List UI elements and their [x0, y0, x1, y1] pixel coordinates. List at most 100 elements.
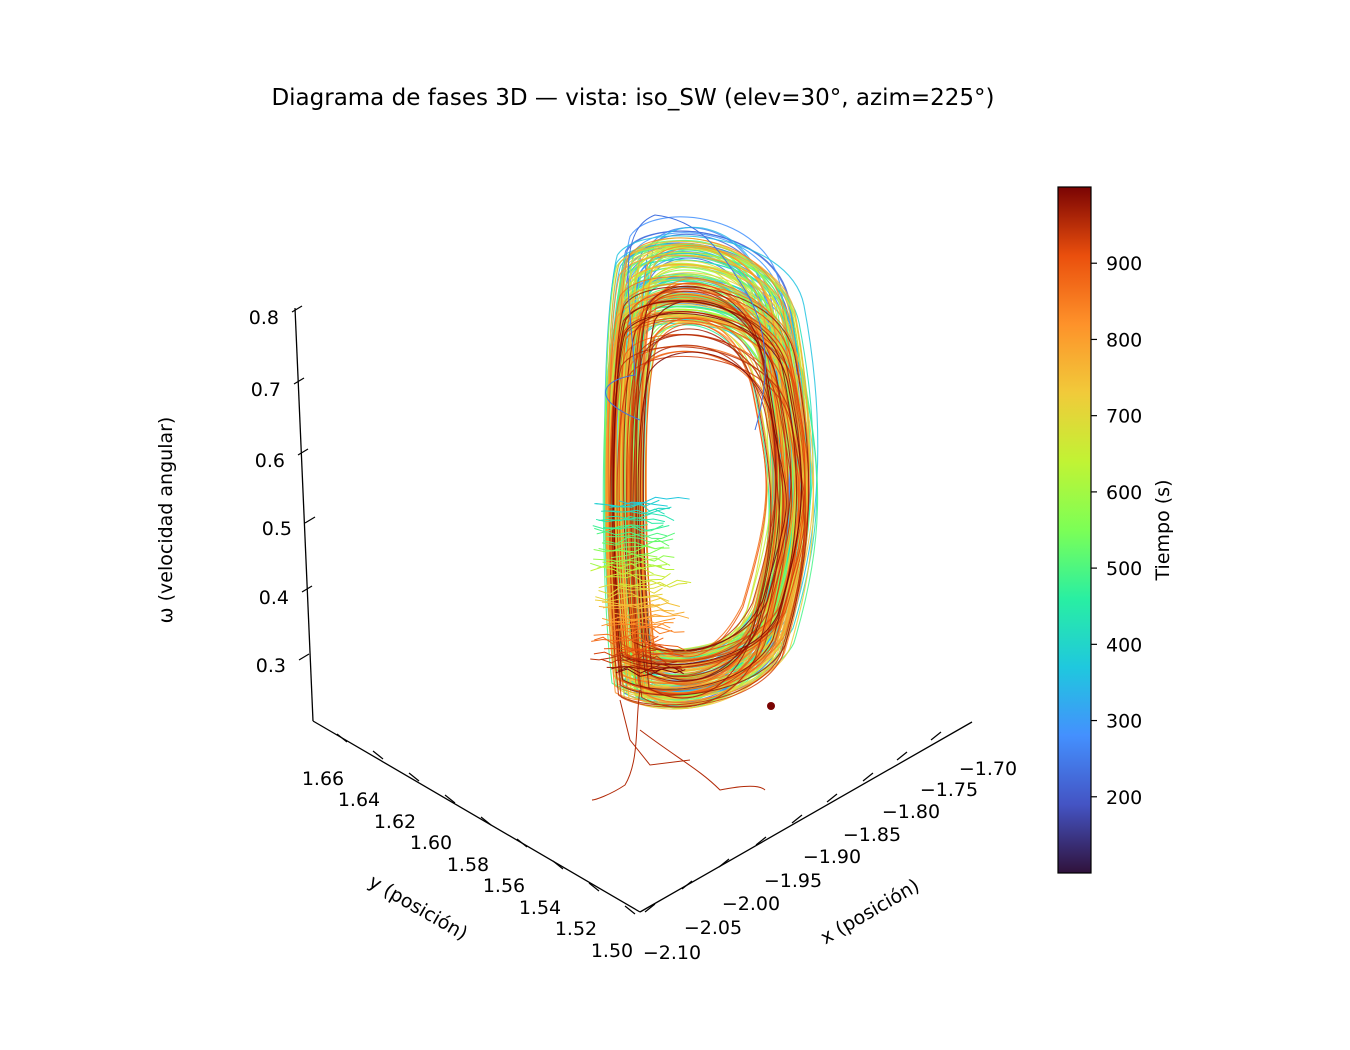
x-tick-label: −1.85	[843, 824, 901, 846]
trajectory-fringe	[603, 536, 674, 545]
y-axis-line	[312, 720, 641, 913]
z-tick-label: 0.6	[255, 450, 285, 472]
trajectory-tail	[591, 689, 766, 801]
trajectory-fringe	[619, 581, 688, 588]
trajectory-fringe	[598, 587, 663, 595]
x-tick-mark	[826, 793, 838, 803]
trajectory-fringe	[602, 603, 675, 612]
trajectory-loop	[630, 301, 789, 696]
z-tick-label: 0.7	[251, 379, 281, 401]
x-tick-mark	[718, 858, 730, 868]
trajectory-lines	[590, 214, 819, 801]
colorbar-tick-label: 900	[1106, 253, 1142, 275]
x-axis-label: x (posición)	[817, 875, 924, 949]
trajectory-fringe	[598, 516, 664, 524]
trajectory-fringe	[593, 649, 656, 657]
z-tick-label: 0.3	[256, 655, 286, 677]
trajectory-excursion	[605, 214, 766, 431]
x-tick-mark	[930, 731, 942, 741]
trajectory-fringe	[593, 554, 658, 563]
chart-title: Diagrama de fases 3D — vista: iso_SW (el…	[271, 85, 994, 111]
trajectory-loop	[637, 351, 787, 652]
y-tick-mark	[624, 905, 636, 915]
trajectory-loop	[611, 286, 810, 696]
y-tick-label: 1.60	[410, 832, 452, 854]
trajectory-fringe	[618, 666, 684, 675]
y-axis-ticks: 1.501.521.541.561.581.601.621.641.66	[302, 733, 636, 962]
x-tick-mark	[681, 880, 693, 890]
trajectory-fringe	[609, 502, 670, 512]
y-tick-label: 1.58	[447, 854, 489, 876]
z-tick-mark	[301, 585, 313, 593]
y-tick-label: 1.54	[519, 897, 561, 919]
trajectory-fringe	[612, 626, 673, 635]
trajectory-fringe	[595, 499, 660, 508]
z-tick-mark	[291, 305, 303, 313]
y-tick-label: 1.56	[483, 875, 525, 897]
trajectory-fringe	[594, 595, 670, 603]
x-tick-label: −1.90	[803, 846, 861, 868]
trajectory-fringe	[592, 524, 648, 530]
z-tick-mark	[298, 653, 310, 661]
trajectory-fringe	[615, 624, 685, 633]
trajectory-fringe	[604, 506, 672, 515]
trajectory-loop	[635, 285, 777, 683]
y-tick-mark	[372, 750, 384, 760]
colorbar-label: Tiempo (s)	[1152, 480, 1174, 582]
trajectory-fringe	[606, 622, 674, 629]
trajectory-loop	[613, 300, 798, 690]
trajectory-fringe	[602, 614, 665, 623]
x-tick-mark	[896, 751, 908, 761]
z-tick-label: 0.8	[249, 307, 279, 329]
trajectory-loop	[609, 346, 805, 706]
y-tick-mark	[408, 772, 420, 782]
x-tick-label: −1.95	[764, 870, 822, 892]
trajectory-fringe	[603, 524, 670, 531]
colorbar: 200 300 400 500 600 700 800 900 Tiempo (s)	[1057, 186, 1174, 874]
x-axis-ticks: −2.10 −2.05−2.00−1.95−1.90−1.85−1.80−1.75…	[643, 731, 1017, 964]
x-tick-label: −1.80	[882, 801, 940, 823]
trajectory-loop	[639, 328, 772, 699]
z-tick-label: 0.4	[259, 587, 289, 609]
x-tick-label: −1.70	[959, 758, 1017, 780]
trajectory-loop	[632, 344, 780, 708]
trajectory-fringe	[601, 597, 670, 606]
x-tick-label: −2.05	[684, 917, 742, 939]
trajectory-loop	[623, 311, 792, 652]
trajectory-fringe	[593, 544, 656, 553]
trajectory-fringe	[591, 636, 664, 645]
colorbar-tick-label: 600	[1106, 482, 1142, 504]
trajectory-fringe	[595, 592, 663, 601]
trajectory-fringe	[614, 609, 685, 617]
z-tick-mark	[297, 448, 309, 456]
x-tick-label: −2.10	[643, 942, 701, 964]
trajectory-fringe	[613, 562, 675, 571]
y-tick-mark	[480, 816, 492, 826]
y-tick-label: 1.52	[555, 918, 597, 940]
x-tick-mark	[644, 903, 656, 913]
y-tick-label: 1.64	[338, 789, 380, 811]
trajectory-loop	[629, 294, 784, 695]
trajectory-loop	[630, 334, 784, 678]
colorbar-tick-label: 700	[1106, 406, 1142, 428]
trajectory-fringe	[601, 538, 670, 547]
y-tick-label: 1.66	[302, 768, 344, 790]
y-tick-mark	[516, 838, 528, 848]
x-tick-mark	[862, 772, 874, 782]
trajectory-fringe	[590, 654, 656, 663]
x-tick-label: −1.75	[920, 779, 978, 801]
y-tick-label: 1.50	[591, 940, 633, 962]
trajectory-fringe	[616, 658, 678, 665]
z-axis-line	[294, 307, 314, 722]
z-tick-mark	[304, 516, 316, 524]
trajectory-loop	[612, 312, 803, 666]
trajectory-fringe	[618, 496, 690, 505]
z-tick-mark	[293, 377, 305, 385]
trajectory-loop	[621, 288, 793, 680]
y-tick-label: 1.62	[374, 811, 416, 833]
trajectory-fringe	[594, 635, 659, 645]
trajectory-fringe	[606, 532, 676, 539]
colorbar-tick-label: 400	[1106, 634, 1142, 656]
colorbar-ticks: 200 300 400 500 600 700 800 900	[1091, 253, 1142, 809]
